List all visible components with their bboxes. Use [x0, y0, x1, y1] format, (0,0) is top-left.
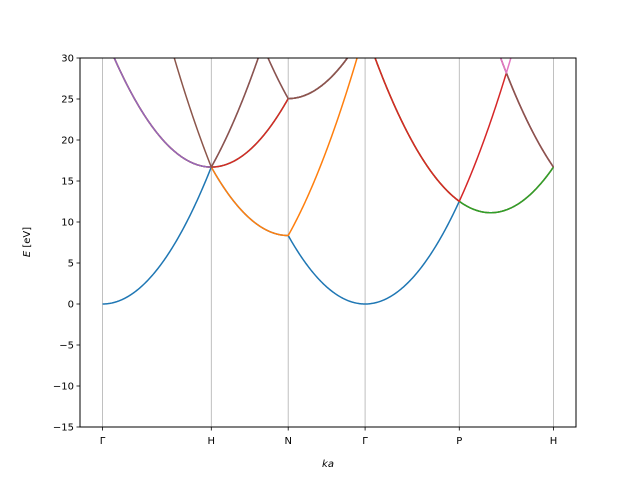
y-axis: −15 −10 −5 0 5 10 15 20 25 30 [53, 54, 80, 434]
y-tick-label: 25 [61, 95, 74, 106]
y-axis-label-unit: [eV] [22, 227, 33, 248]
band-line-6 [499, 58, 512, 74]
x-axis-label: ka [322, 459, 334, 470]
y-tick-label: −10 [53, 382, 74, 393]
band-line-5 [173, 58, 555, 168]
x-tick-label: N [284, 436, 291, 447]
x-tick-label: H [208, 436, 216, 447]
y-tick-label: 15 [61, 177, 74, 188]
y-tick-label: 5 [68, 259, 74, 270]
grid-lines [102, 58, 554, 427]
x-tick-label: Γ [100, 436, 106, 447]
band-line-9 [103, 0, 554, 30]
band-line-0 [102, 166, 555, 305]
y-tick-label: −15 [53, 423, 74, 434]
x-tick-label: Γ [362, 436, 368, 447]
y-tick-label: 0 [68, 300, 74, 311]
y-tick-label: 10 [61, 218, 74, 229]
x-tick-label: P [456, 436, 462, 447]
svg-text:E [eV]: E [eV] [22, 227, 33, 257]
band-line-4 [113, 58, 555, 168]
band-line-7 [103, 0, 554, 45]
y-tick-label: 20 [61, 136, 74, 147]
y-axis-label-symbol: E [22, 250, 33, 257]
x-tick-label: H [550, 436, 558, 447]
axes-frame [79, 57, 577, 428]
band-line-1 [113, 58, 555, 237]
bands [102, 0, 555, 305]
y-tick-label: 30 [61, 54, 74, 65]
y-axis-label: E [eV] [22, 227, 33, 257]
y-tick-label: −5 [59, 341, 74, 352]
band-line-3 [113, 58, 555, 203]
band-line-8 [103, 0, 554, 30]
